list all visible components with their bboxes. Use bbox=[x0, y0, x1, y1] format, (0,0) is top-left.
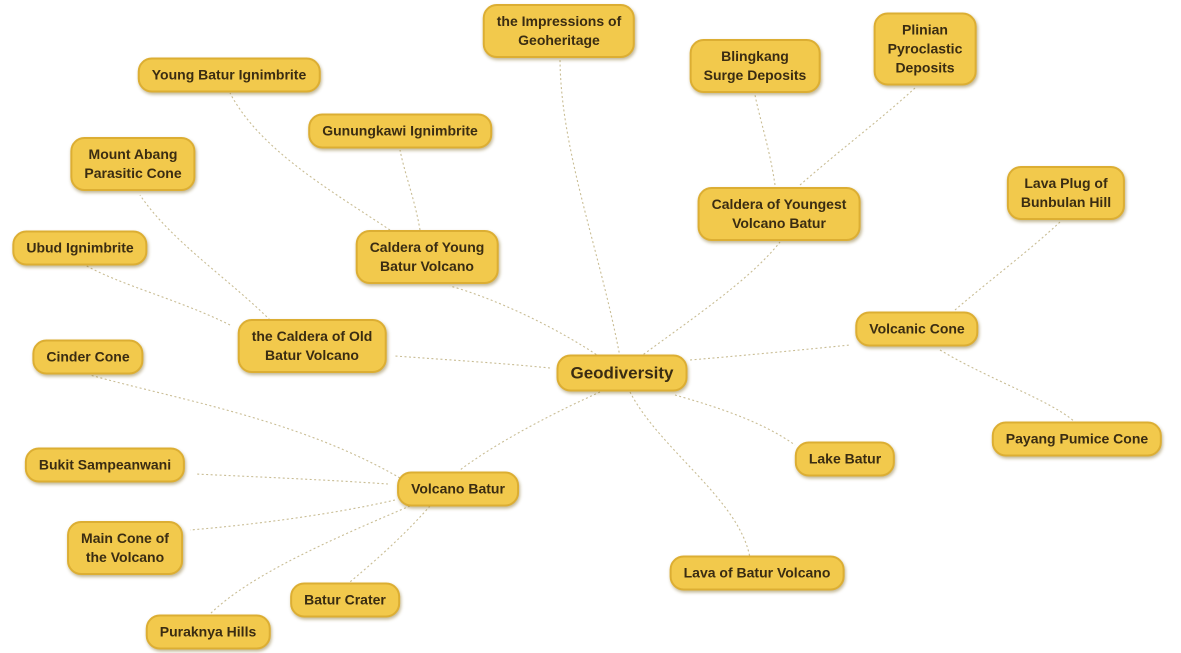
edge-root-impressions bbox=[559, 56, 621, 358]
edge-root-caldera-old bbox=[394, 355, 551, 369]
node-lava-plug-bunbulan-hill[interactable]: Lava Plug of Bunbulan Hill bbox=[1006, 166, 1126, 220]
node-mount-abang-parasitic-cone[interactable]: Mount Abang Parasitic Cone bbox=[70, 137, 196, 191]
edge-volcano-batur-puraknya bbox=[209, 505, 411, 615]
edge-root-caldera-youngest bbox=[639, 241, 781, 358]
edge-caldera-youngest-plinian bbox=[799, 87, 916, 186]
node-bukit-sampeanwani[interactable]: Bukit Sampeanwani bbox=[24, 447, 186, 483]
node-volcanic-cone[interactable]: Volcanic Cone bbox=[855, 311, 979, 347]
edge-root-lake-batur bbox=[674, 394, 796, 446]
node-caldera-old-batur-volcano[interactable]: the Caldera of Old Batur Volcano bbox=[237, 319, 387, 373]
node-young-batur-ignimbrite[interactable]: Young Batur Ignimbrite bbox=[137, 57, 321, 93]
edge-root-lava-batur bbox=[629, 391, 751, 559]
root-node-geodiversity[interactable]: Geodiversity bbox=[556, 354, 688, 392]
node-gunungkawi-ignimbrite[interactable]: Gunungkawi Ignimbrite bbox=[308, 113, 492, 149]
node-batur-crater[interactable]: Batur Crater bbox=[290, 582, 400, 618]
edge-caldera-old-ubud bbox=[84, 264, 231, 326]
node-payang-pumice-cone[interactable]: Payang Pumice Cone bbox=[991, 421, 1163, 457]
node-cinder-cone[interactable]: Cinder Cone bbox=[32, 339, 144, 375]
edge-caldera-old-mount-abang bbox=[139, 194, 271, 321]
edge-root-volcano-batur bbox=[459, 391, 601, 471]
node-main-cone-of-the-volcano[interactable]: Main Cone of the Volcano bbox=[67, 521, 183, 575]
node-volcano-batur[interactable]: Volcano Batur bbox=[397, 471, 519, 507]
edge-root-caldera-young bbox=[449, 285, 601, 358]
edge-caldera-young-gunungkawi bbox=[399, 149, 421, 231]
edge-root-volcanic-cone bbox=[689, 344, 851, 361]
node-lake-batur[interactable]: Lake Batur bbox=[794, 441, 896, 477]
edge-volcano-batur-batur-crater bbox=[349, 505, 431, 583]
node-blingkang-surge-deposits[interactable]: Blingkang Surge Deposits bbox=[689, 39, 821, 93]
edge-volcanic-cone-lava-plug bbox=[954, 221, 1061, 311]
node-plinian-pyroclastic-deposits[interactable]: Plinian Pyroclastic Deposits bbox=[873, 12, 977, 86]
edge-volcano-batur-cinder bbox=[89, 374, 401, 479]
edge-volcano-batur-bukit bbox=[194, 473, 389, 485]
edge-caldera-youngest-blingkang bbox=[754, 94, 776, 186]
node-caldera-young-batur-volcano[interactable]: Caldera of Young Batur Volcano bbox=[355, 230, 499, 284]
node-ubud-ignimbrite[interactable]: Ubud Ignimbrite bbox=[12, 230, 148, 266]
node-lava-of-batur-volcano[interactable]: Lava of Batur Volcano bbox=[669, 555, 845, 591]
edge-volcanic-cone-payang bbox=[939, 349, 1076, 423]
node-caldera-youngest-volcano-batur[interactable]: Caldera of Youngest Volcano Batur bbox=[697, 187, 861, 241]
node-puraknya-hills[interactable]: Puraknya Hills bbox=[145, 614, 271, 650]
node-impressions-of-geoheritage[interactable]: the Impressions of Geoheritage bbox=[482, 4, 636, 58]
